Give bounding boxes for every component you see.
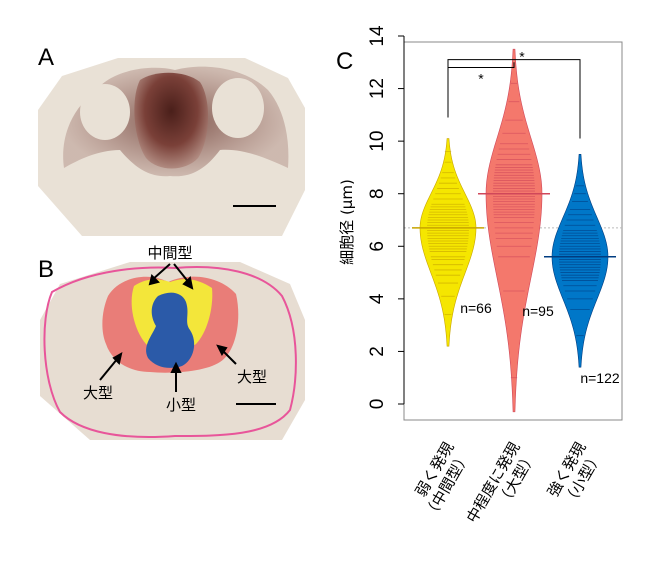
label-middle-type: 中間型 bbox=[147, 244, 192, 262]
significance-brackets: ** bbox=[447, 49, 581, 139]
violins: n=66 n=95 n=122 bbox=[412, 48, 620, 413]
panel-label-b: B bbox=[38, 256, 55, 283]
y-tick-label: 8 bbox=[367, 188, 388, 199]
category-label: 強く発現（小型） bbox=[544, 439, 606, 509]
y-axis-label: 細胞径 (μm) bbox=[338, 179, 356, 265]
violin-body bbox=[419, 138, 477, 347]
n-label: n=66 bbox=[460, 300, 492, 316]
significance-label: * bbox=[519, 49, 525, 65]
violin-body bbox=[551, 153, 609, 368]
category-label: 弱く発現（中間型） bbox=[404, 439, 473, 522]
label-small-type: 小型 bbox=[166, 396, 196, 414]
y-tick-label: 2 bbox=[367, 346, 388, 357]
panel-label-a: A bbox=[38, 44, 55, 71]
n-label: n=122 bbox=[580, 370, 620, 386]
category-label: 中程度に発現（大型） bbox=[463, 439, 540, 535]
y-tick-label: 12 bbox=[367, 78, 388, 99]
label-large-type-right: 大型 bbox=[237, 368, 267, 386]
y-tick-label: 0 bbox=[367, 399, 388, 410]
y-tick-label: 14 bbox=[367, 25, 388, 47]
significance-label: * bbox=[478, 71, 484, 87]
panel-label-c: C bbox=[336, 48, 354, 75]
y-axis: 0 2 4 6 8 10 12 14 bbox=[367, 25, 405, 410]
violin-body bbox=[485, 48, 543, 413]
significance-bracket bbox=[447, 59, 581, 139]
y-tick-label: 6 bbox=[367, 241, 388, 252]
n-label: n=95 bbox=[522, 303, 554, 319]
y-tick-label: 10 bbox=[367, 131, 388, 152]
category-labels: 弱く発現（中間型）中程度に発現（大型） 強く発現（小型） bbox=[404, 439, 606, 535]
label-large-type-left: 大型 bbox=[83, 384, 113, 402]
y-tick-label: 4 bbox=[367, 293, 388, 304]
